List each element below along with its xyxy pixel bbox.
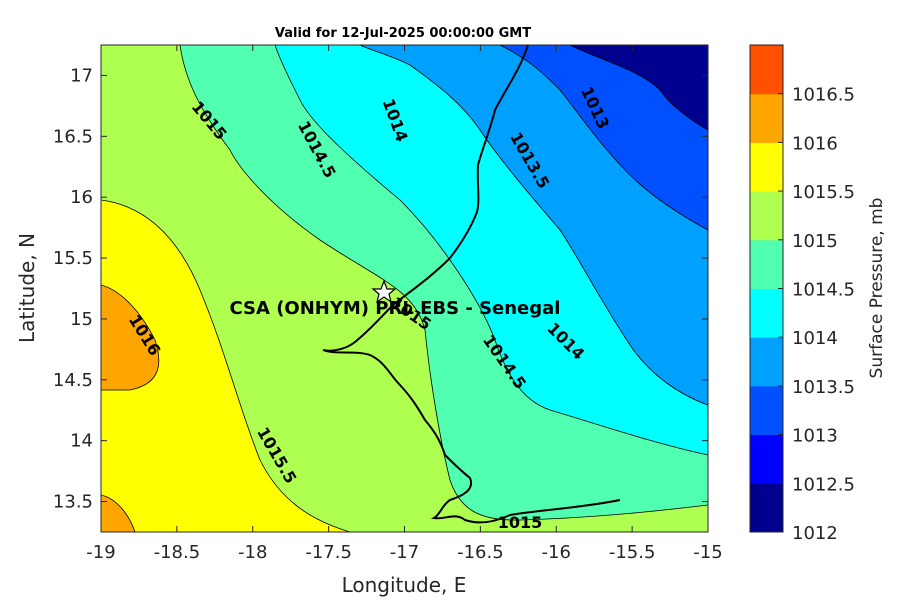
- y-axis-ticks: 13.5 14 14.5 15 15.5 16 16.5 17: [53, 65, 708, 513]
- x-tick-label: -17.5: [305, 542, 352, 563]
- y-tick-label: 17: [70, 65, 93, 86]
- colorbar-tick-label: 1016.5: [792, 85, 855, 106]
- y-tick-label: 15.5: [53, 248, 93, 269]
- x-tick-label: -17: [390, 542, 419, 563]
- contour-label: 1015: [498, 513, 543, 532]
- band-1013-1013.5: [499, 45, 708, 231]
- colorbar-segment: [750, 93, 783, 143]
- colorbar-segment: [750, 45, 783, 95]
- colorbar-segment: [750, 337, 783, 387]
- colorbar-segment: [750, 239, 783, 289]
- station-star-marker: [371, 279, 397, 304]
- colorbar-label: Surface Pressure, mb: [867, 198, 887, 379]
- colorbar-tick-label: 1014: [792, 328, 838, 349]
- colorbar-tick-label: 1016: [792, 133, 838, 154]
- colorbar-segment: [750, 385, 783, 436]
- colorbar-segment: [750, 483, 783, 533]
- colorbar-segment: [750, 434, 783, 484]
- y-tick-label: 16.5: [53, 126, 93, 147]
- colorbar: [750, 45, 783, 533]
- x-axis-label: Longitude, E: [342, 573, 467, 597]
- colorbar-tick-label: 1015: [792, 231, 838, 252]
- x-tick-label: -18: [238, 542, 267, 563]
- band-1016-1016.5-west: [101, 284, 160, 391]
- x-tick-label: -19: [86, 542, 115, 563]
- x-axis-ticks: -19 -18.5 -18 -17.5 -17 -16.5 -16 -15.5 -15: [86, 45, 723, 563]
- y-tick-label: 14.5: [53, 370, 93, 391]
- colorbar-segment: [750, 142, 783, 192]
- y-tick-label: 14: [70, 431, 93, 452]
- colorbar-tick-label: 1012.5: [792, 474, 855, 495]
- x-tick-label: -15: [693, 542, 722, 563]
- colorbar-segment: [750, 191, 783, 241]
- pressure-contour-field: [101, 45, 708, 532]
- band-1016-1016.5-southwest: [101, 494, 136, 532]
- colorbar-segment: [750, 288, 783, 338]
- colorbar-tick-label: 1013: [792, 426, 838, 447]
- colorbar-ticks: 1012 1012.5 1013 1013.5 1014 1014.5 1015 1015.5…: [778, 85, 855, 544]
- coastline: [322, 45, 621, 524]
- y-tick-label: 16: [70, 187, 93, 208]
- colorbar-tick-label: 1015.5: [792, 182, 855, 203]
- x-tick-label: -16: [542, 542, 571, 563]
- colorbar-tick-label: 1012: [792, 523, 838, 544]
- station-label: CSA (ONHYM) PRL EBS - Senegal: [230, 298, 561, 319]
- colorbar-tick-label: 1014.5: [792, 280, 855, 301]
- band-1012.5-1013: [569, 45, 708, 131]
- colorbar-tick-label: 1013.5: [792, 377, 855, 398]
- y-tick-label: 13.5: [53, 492, 93, 513]
- y-axis-label: Latitude, N: [15, 233, 39, 343]
- map-title: Valid for 12-Jul-2025 00:00:00 GMT: [275, 26, 531, 41]
- band-1015.5-1016-west: [101, 199, 351, 532]
- y-tick-label: 15: [70, 309, 93, 330]
- x-tick-label: -15.5: [609, 542, 656, 563]
- x-tick-label: -16.5: [457, 542, 504, 563]
- x-tick-label: -18.5: [154, 542, 201, 563]
